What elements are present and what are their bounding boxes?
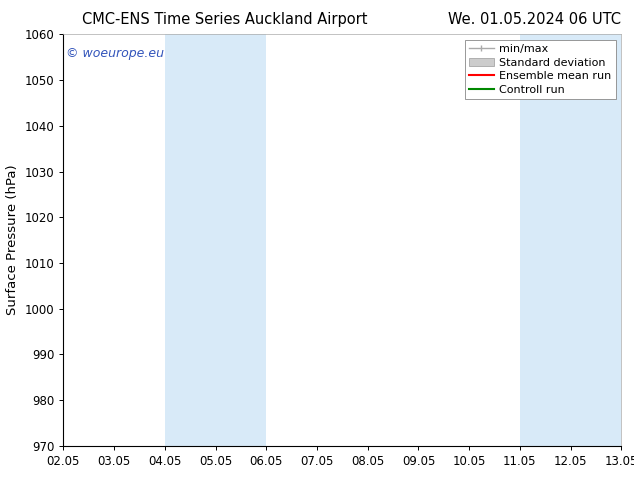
Text: CMC-ENS Time Series Auckland Airport: CMC-ENS Time Series Auckland Airport xyxy=(82,12,368,27)
Legend: min/max, Standard deviation, Ensemble mean run, Controll run: min/max, Standard deviation, Ensemble me… xyxy=(465,40,616,99)
Text: We. 01.05.2024 06 UTC: We. 01.05.2024 06 UTC xyxy=(448,12,621,27)
Y-axis label: Surface Pressure (hPa): Surface Pressure (hPa) xyxy=(6,165,19,316)
Bar xyxy=(165,34,266,446)
Bar xyxy=(520,34,621,446)
Text: © woeurope.eu: © woeurope.eu xyxy=(66,47,164,60)
